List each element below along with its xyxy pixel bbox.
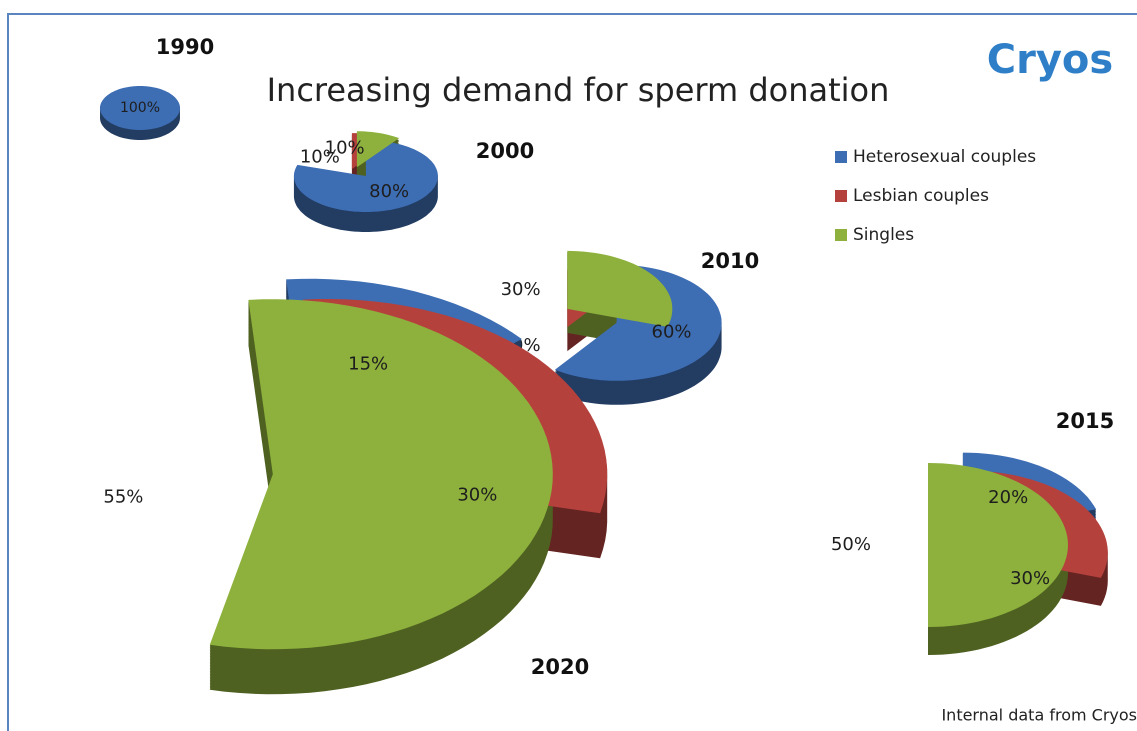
slice [100,86,180,130]
pie-title: 2020 [531,655,589,679]
slice-label: 60% [652,322,692,343]
frame [7,13,1137,731]
chart-title: Increasing demand for sperm donation [267,71,890,109]
legend-label: Heterosexual couples [853,147,1036,167]
slice-label: 30% [1010,568,1050,589]
pies: 100% 1990 80% 10%10% 2000 60% 10% 30% 2010 20% 30%… [100,35,1114,695]
slice-label: 30% [501,279,541,300]
legend-swatch [835,151,847,163]
legend-swatch [835,229,847,241]
slice-label: 50% [831,534,871,555]
slice-label: 30% [457,485,497,506]
slice-label: 100% [120,100,160,116]
legend-swatch [835,190,847,202]
pie-title: 1990 [156,35,214,59]
slice [209,299,553,650]
legend: Heterosexual couples Lesbian couples Singl… [835,147,1036,245]
pie: 20% 30% 50% 2015 [831,409,1114,655]
slice [293,140,438,212]
pie-title: 2000 [476,139,534,163]
slice-label: 10% [325,137,365,158]
slice-label: 15% [348,354,388,375]
slice [567,250,673,327]
slice [356,131,400,168]
slice-label: 10% [300,146,340,167]
pie: 60%10%30%2010 [501,249,759,405]
slice [554,264,722,381]
source-note: Internal data from Cryos [941,706,1137,725]
slice-label: 55% [103,487,143,508]
pie-title: 2010 [701,249,759,273]
legend-label: Singles [853,225,914,245]
logo: Cryos [987,37,1113,83]
slice [928,463,1068,627]
pie: 15% 30% 55% 2020 [103,278,608,695]
pie-title: 2015 [1056,409,1114,433]
legend-label: Lesbian couples [853,186,989,206]
slice-label: 80% [369,181,409,202]
slice-label: 20% [988,487,1028,508]
pie: 80% 10%10% 2000 [293,131,534,232]
pie: 100% 1990 [100,35,214,140]
